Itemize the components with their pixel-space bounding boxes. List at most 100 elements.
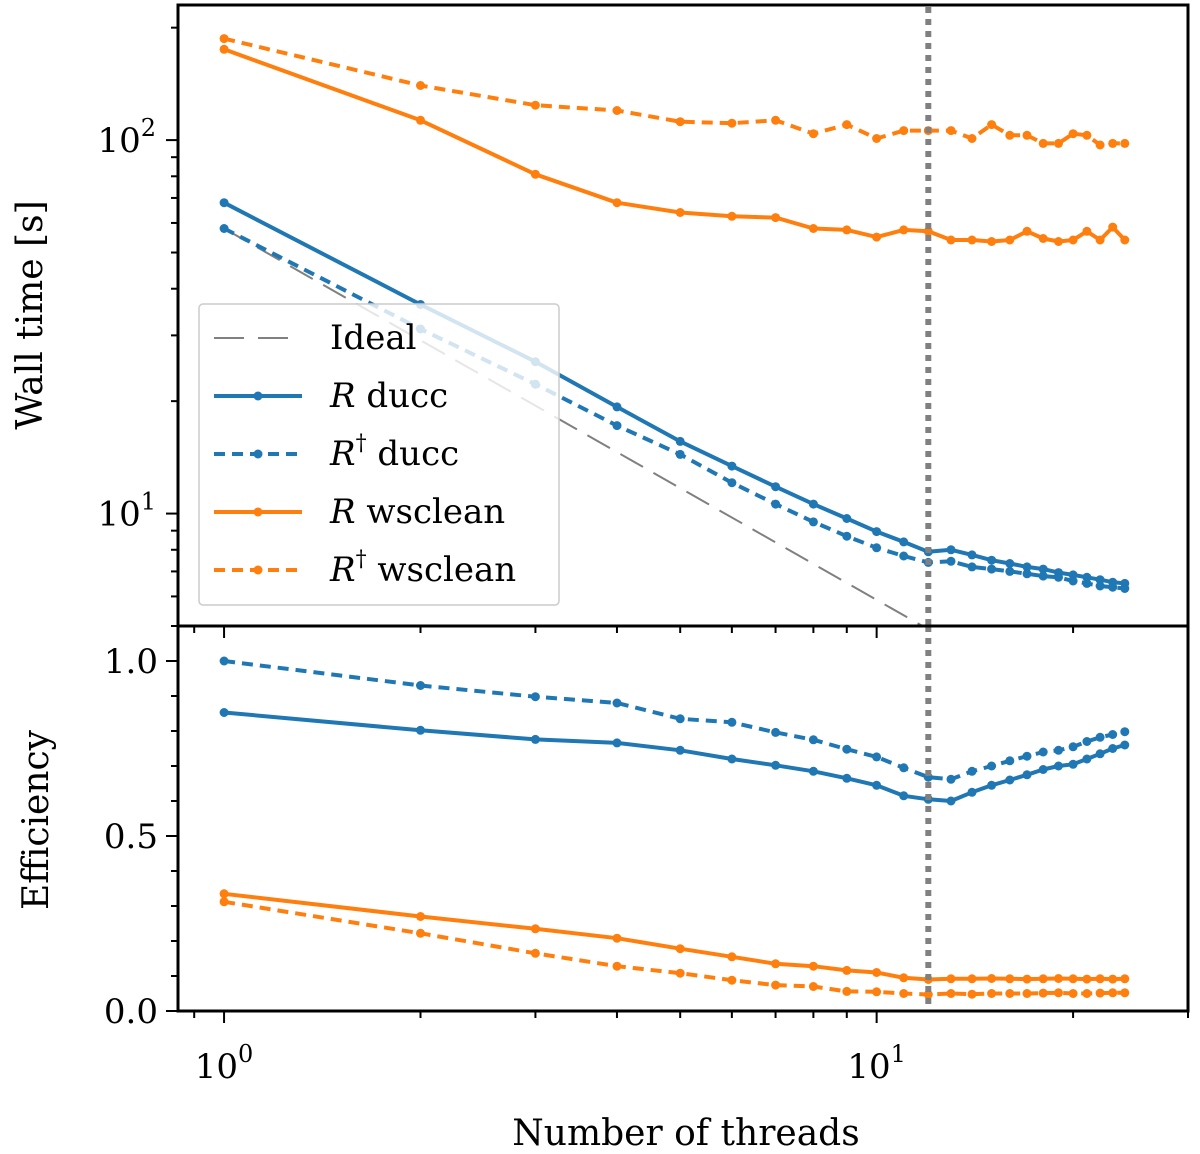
bottom-point-rd_ws: [899, 989, 909, 998]
bottom-point-rd_ws: [1022, 989, 1032, 998]
top-point-rd_ws: [1095, 140, 1105, 150]
top-point-rd_ws: [1038, 138, 1048, 148]
top-major-ticks: 101 102: [97, 114, 878, 638]
top-point-r_ws: [219, 44, 229, 54]
top-series-line-rd_ws: [223, 36, 1125, 147]
bottom-point-rd_ws: [530, 948, 540, 958]
bottom-panel: 100 101 0.0 0.5 1.0 Efficiency Number of thr…: [16, 624, 1190, 1154]
top-point-r_ducc: [1022, 562, 1032, 572]
bottom-point-rd_ws: [987, 989, 997, 998]
bottom-point-rd_ducc: [1120, 727, 1130, 737]
top-point-r_ws: [1038, 234, 1048, 243]
bottom-point-r_ducc: [1054, 761, 1063, 771]
top-point-r_ducc: [899, 537, 909, 547]
top-point-r_ducc: [1038, 564, 1048, 574]
y-tick-label: 102: [97, 114, 156, 161]
top-point-rd_ws: [1068, 129, 1078, 139]
top-point-rd_ducc: [1095, 581, 1105, 591]
top-point-r_ducc: [842, 514, 852, 523]
top-point-rd_ducc: [808, 517, 818, 527]
top-y-axis-title: Wall time [s]: [10, 200, 51, 429]
bottom-point-rd_ws: [771, 980, 781, 990]
top-point-rd_ducc: [675, 449, 685, 459]
legend-label-r_ducc: R ducc: [329, 376, 448, 416]
legend-label-rd_ws: R† wsclean: [329, 547, 516, 590]
bottom-point-r_ws: [1005, 974, 1015, 984]
bottom-point-rd_ducc: [872, 752, 882, 762]
bottom-point-rd_ducc: [842, 744, 852, 754]
bottom-major-ticks: 100 101 0.0 0.5 1.0: [104, 642, 906, 1087]
bottom-point-r_ws: [808, 961, 818, 971]
bottom-point-r_ducc: [967, 787, 977, 797]
bottom-point-rd_ducc: [416, 681, 425, 690]
bottom-point-r_ducc: [842, 773, 852, 783]
legend-marker-r_ducc: [253, 391, 263, 401]
top-point-rd_ducc: [967, 562, 977, 572]
top-point-rd_ducc: [899, 551, 909, 561]
bottom-series-line-rd_ws: [223, 899, 1125, 997]
bottom-point-r_ws: [1022, 974, 1032, 984]
bottom-point-r_ducc: [1108, 744, 1118, 753]
bottom-point-rd_ws: [1120, 988, 1130, 998]
bottom-point-r_ducc: [1095, 749, 1105, 759]
bottom-series-line-r_ws: [223, 891, 1125, 982]
bottom-point-rd_ducc: [1095, 732, 1105, 742]
top-point-r_ws: [842, 225, 852, 235]
top-point-r_ducc: [967, 550, 977, 560]
bottom-point-rd_ws: [1068, 989, 1078, 998]
bottom-point-rd_ducc: [808, 735, 818, 745]
bottom-point-r_ducc: [416, 725, 425, 735]
bottom-point-rd_ducc: [1005, 756, 1015, 766]
bottom-point-rd_ws: [727, 975, 737, 985]
bottom-point-rd_ws: [923, 990, 933, 999]
bottom-point-rd_ducc: [987, 761, 997, 771]
bottom-point-r_ducc: [727, 754, 737, 764]
x-tick-label: 101: [847, 1040, 906, 1087]
bottom-series-line-rd_ducc: [223, 659, 1126, 782]
top-point-r_ducc: [219, 198, 229, 208]
top-point-r_ducc: [727, 461, 737, 471]
bottom-point-r_ws: [1054, 974, 1063, 983]
top-point-rd_ws: [1054, 138, 1063, 148]
bottom-point-rd_ws: [872, 987, 882, 997]
legend-marker-rd_ws: [253, 565, 263, 575]
bottom-point-r_ws: [416, 912, 425, 921]
bottom-point-r_ws: [1095, 974, 1105, 984]
top-point-rd_ducc: [1068, 576, 1078, 586]
top-point-rd_ducc: [1038, 571, 1048, 581]
bottom-point-r_ducc: [1038, 765, 1048, 774]
top-point-r_ws: [1120, 235, 1130, 245]
top-point-r_ws: [808, 224, 818, 233]
top-point-rd_ws: [1120, 138, 1130, 148]
bottom-point-r_ws: [967, 974, 977, 984]
y-tick-label: 0.0: [104, 992, 158, 1032]
bottom-point-rd_ws: [808, 982, 818, 991]
bottom-point-r_ducc: [987, 780, 997, 790]
bottom-point-rd_ducc: [530, 692, 540, 702]
top-point-r_ws: [872, 232, 882, 242]
bottom-point-r_ws: [612, 933, 622, 943]
bottom-point-rd_ducc: [219, 656, 229, 666]
bottom-point-rd_ducc: [1082, 737, 1092, 746]
top-point-r_ws: [1068, 235, 1078, 245]
bottom-point-r_ducc: [1120, 740, 1130, 750]
top-point-rd_ducc: [727, 478, 737, 488]
bottom-point-rd_ducc: [1038, 747, 1048, 757]
bottom-point-r_ws: [1038, 974, 1048, 984]
bottom-point-rd_ws: [1038, 988, 1048, 998]
top-point-rd_ws: [771, 115, 781, 125]
top-point-rd_ws: [1082, 130, 1092, 140]
bottom-y-axis-title: Efficiency: [16, 729, 57, 910]
top-point-r_ducc: [987, 555, 997, 565]
legend-frame: [198, 303, 560, 606]
top-point-r_ducc: [808, 499, 818, 509]
legend-label-ideal: Ideal: [330, 318, 416, 358]
top-point-rd_ws: [1108, 138, 1118, 148]
bottom-point-r_ducc: [1005, 775, 1015, 785]
bottom-axes-frame: [176, 624, 1190, 1013]
bottom-point-rd_ducc: [1108, 730, 1118, 739]
top-point-r_ws: [612, 198, 622, 208]
top-point-rd_ws: [727, 118, 737, 128]
bottom-point-r_ducc: [1082, 754, 1092, 764]
